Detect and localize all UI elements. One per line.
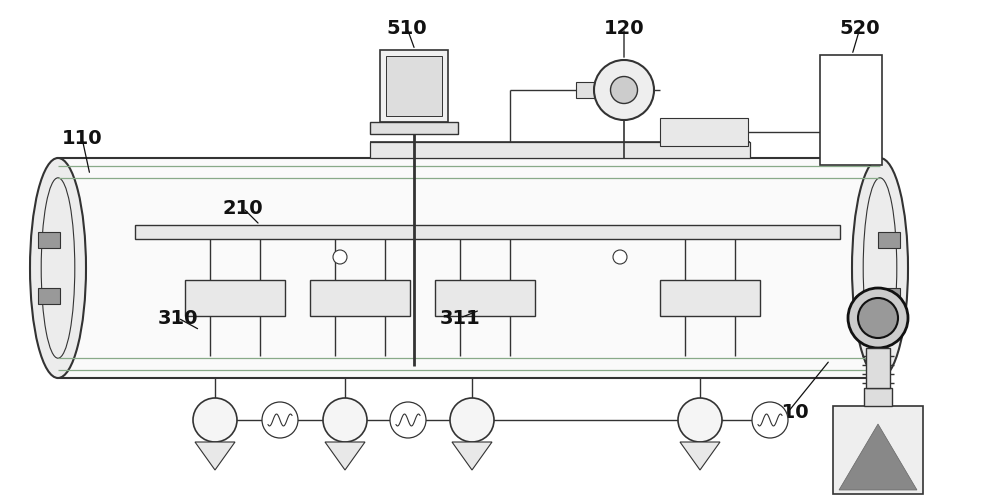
Bar — [878, 232, 900, 248]
Bar — [820, 55, 882, 165]
Circle shape — [390, 402, 426, 438]
Circle shape — [613, 250, 627, 264]
Bar — [660, 118, 748, 146]
Bar — [435, 280, 535, 316]
Bar — [833, 406, 923, 494]
Bar — [380, 50, 448, 122]
Circle shape — [858, 298, 898, 338]
Ellipse shape — [852, 158, 908, 378]
Circle shape — [262, 402, 298, 438]
Circle shape — [848, 288, 908, 348]
Bar — [370, 142, 750, 158]
Text: 110: 110 — [62, 129, 102, 148]
Bar — [878, 288, 900, 304]
Polygon shape — [325, 442, 365, 470]
Bar — [370, 122, 458, 134]
Bar — [135, 225, 840, 239]
Circle shape — [333, 250, 347, 264]
Text: 310: 310 — [158, 308, 198, 328]
Bar — [310, 280, 410, 316]
Bar — [660, 280, 760, 316]
Circle shape — [450, 398, 494, 442]
Bar — [864, 388, 892, 406]
Bar — [38, 288, 60, 304]
Text: 311: 311 — [440, 308, 480, 328]
Circle shape — [678, 398, 722, 442]
Polygon shape — [452, 442, 492, 470]
Polygon shape — [839, 424, 917, 490]
Circle shape — [193, 398, 237, 442]
Polygon shape — [680, 442, 720, 470]
Bar — [38, 232, 60, 248]
Bar — [576, 82, 594, 98]
Bar — [58, 158, 880, 378]
Text: 510: 510 — [387, 19, 427, 37]
Circle shape — [594, 60, 654, 120]
Circle shape — [323, 398, 367, 442]
Text: 520: 520 — [840, 19, 880, 37]
Circle shape — [610, 77, 638, 103]
Bar — [386, 56, 442, 116]
Bar — [866, 348, 890, 388]
Circle shape — [752, 402, 788, 438]
Bar — [185, 280, 285, 316]
Text: 210: 210 — [223, 199, 263, 218]
Ellipse shape — [30, 158, 86, 378]
Text: 410: 410 — [768, 403, 808, 421]
Polygon shape — [195, 442, 235, 470]
Text: 120: 120 — [604, 19, 644, 37]
